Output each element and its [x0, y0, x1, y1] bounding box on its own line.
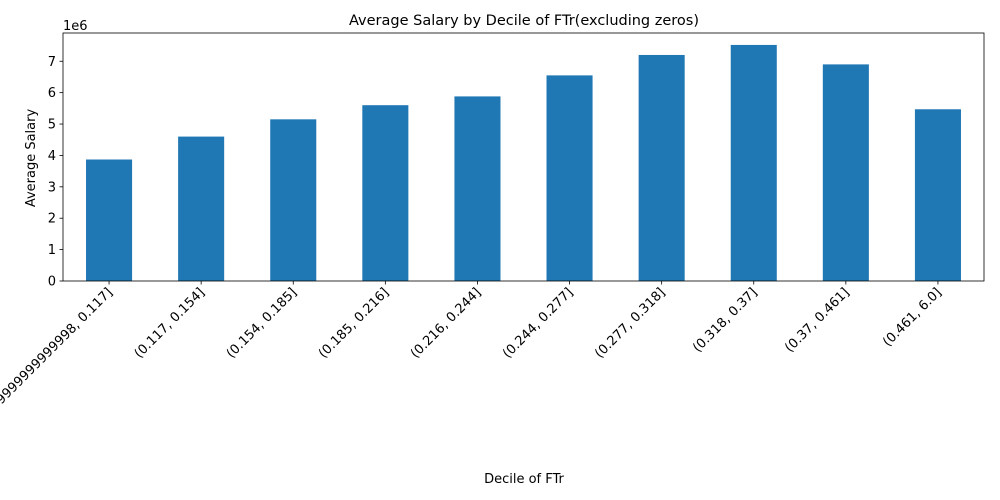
- x-axis-label: Decile of FTr: [484, 472, 564, 487]
- bar: [546, 75, 593, 281]
- bar: [914, 109, 961, 281]
- bar: [638, 54, 685, 281]
- x-tick-label: (0.009999999999999998, 0.117]: [0, 285, 116, 449]
- y-axis-label: Average Salary: [24, 109, 39, 208]
- plot-frame: [62, 32, 985, 282]
- y-tick-label: 7: [48, 55, 56, 70]
- y-tick-label: 0: [48, 275, 56, 290]
- x-tick-label: (0.277, 0.318]: [592, 285, 668, 361]
- y-tick-label: 3: [48, 180, 56, 195]
- x-tick-label: (0.154, 0.185]: [224, 285, 300, 361]
- x-tick-label: (0.318, 0.37]: [690, 285, 760, 355]
- bar: [178, 136, 225, 281]
- y-tick-label: 4: [48, 149, 56, 164]
- x-tick-label: (0.185, 0.216]: [316, 285, 392, 361]
- y-tick-label: 2: [48, 212, 56, 227]
- x-tick-label: (0.117, 0.154]: [132, 285, 208, 361]
- x-tick-label: (0.216, 0.244]: [408, 285, 484, 361]
- y-axis-offset-label: 1e6: [63, 19, 88, 34]
- bar: [454, 96, 501, 281]
- x-tick-label: (0.461, 6.0]: [880, 285, 945, 350]
- y-tick-label: 5: [48, 118, 56, 133]
- x-tick-label: (0.37, 0.461]: [782, 285, 852, 355]
- y-tick-label: 1: [48, 243, 56, 258]
- x-tick-label: (0.244, 0.277]: [500, 285, 576, 361]
- bar: [86, 159, 133, 281]
- bar: [822, 64, 869, 281]
- bar: [270, 119, 317, 281]
- bar: [730, 44, 777, 282]
- chart-title: Average Salary by Decile of FTr(excludin…: [349, 13, 699, 29]
- bar: [362, 105, 409, 281]
- y-tick-label: 6: [48, 86, 56, 101]
